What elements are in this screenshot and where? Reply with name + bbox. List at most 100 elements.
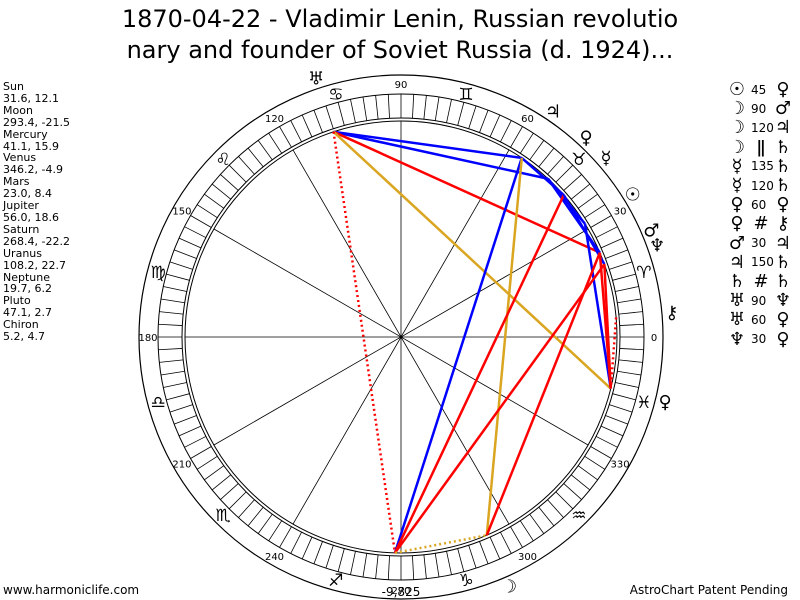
sector-spoke (213, 228, 589, 446)
degree-tick (313, 541, 323, 565)
degree-tick (584, 204, 606, 219)
planet-name: Sun (3, 80, 24, 93)
degree-tick (612, 393, 636, 401)
degree-tick (570, 474, 591, 491)
degree-tick (268, 132, 283, 154)
degree-tick (434, 553, 440, 578)
degree-tick (159, 359, 184, 363)
planet-icon: ♀ (659, 392, 672, 413)
degree-tick (159, 311, 184, 315)
zodiac-sign-icon: ♌ (216, 150, 231, 170)
aspect-planet-1-icon: ♆ (728, 328, 746, 350)
degree-tick (547, 156, 564, 175)
degree-tick (166, 273, 190, 281)
degree-tick (590, 446, 612, 459)
degree-tick (247, 506, 264, 527)
zodiac-sign-icon: ♉ (571, 150, 586, 170)
aspect-planet-1-icon: ♂ (728, 232, 746, 254)
zodiac-sign-icon: ♐ (328, 571, 343, 591)
aspect-planet-2-icon: ♄ (774, 175, 792, 197)
aspect-angle: 60 (751, 197, 767, 212)
degree-tick (563, 483, 582, 500)
aspect-planet-2-icon: ♄ (774, 155, 792, 177)
degree-tick (617, 370, 642, 376)
degree-tick (220, 174, 239, 191)
degree-tick (290, 120, 302, 143)
zodiac-sign-icon: ♈ (636, 263, 651, 283)
degree-tick (158, 323, 183, 326)
aspect-line (333, 130, 522, 160)
degree-tick (325, 105, 334, 129)
aspect-row: ♃ 150 ♄ (728, 251, 798, 273)
aspect-row: ♀ # ⚷ (728, 213, 798, 235)
degree-tick (220, 483, 239, 500)
degree-tick (457, 548, 465, 572)
chart-title-line-2: nary and founder of Soviet Russia (d. 19… (126, 36, 674, 64)
planet-icon: ♆ (649, 235, 665, 256)
aspect-planet-1-icon: ☿ (731, 155, 743, 177)
degree-tick (238, 156, 255, 175)
aspect-line (583, 223, 612, 389)
aspect-planet-1-icon: ♃ (728, 251, 746, 273)
degree-tick (555, 164, 574, 183)
aspect-row: ☿ 135 ♄ (728, 155, 798, 177)
degree-tick (555, 491, 574, 510)
degree-label: 270 (391, 586, 410, 597)
degree-tick (160, 370, 185, 376)
degree-tick (268, 520, 283, 542)
aspect-row: ☿ 120 ♄ (728, 175, 798, 197)
degree-label: 210 (172, 460, 191, 471)
aspect-line (603, 264, 613, 389)
aspect-planet-1-icon: ☽ (728, 98, 746, 120)
aspect-line (332, 130, 612, 390)
planet-name: Neptune (3, 270, 51, 284)
zodiac-sign-icon: ♑ (458, 571, 473, 591)
degree-tick (538, 147, 555, 168)
website-footer: www.harmoniclife.com (3, 583, 140, 597)
degree-tick (204, 193, 225, 209)
degree-tick (211, 183, 232, 200)
aspect-row: ♆ 30 ♀ (728, 328, 798, 350)
aspect-planet-2-icon: ♂ (774, 98, 792, 120)
degree-tick (446, 99, 452, 123)
planet-icon: ☉ (625, 184, 641, 205)
degree-tick (590, 215, 612, 228)
aspect-line (562, 194, 606, 265)
aspect-line (394, 534, 488, 555)
planet-values: 41.1, 15.9 (3, 139, 59, 153)
degree-tick (605, 249, 629, 259)
degree-tick (337, 102, 345, 126)
planet-values: 23.0, 8.4 (3, 187, 52, 201)
degree-tick (605, 415, 629, 425)
degree-tick (190, 446, 212, 459)
degree-tick (196, 455, 218, 470)
degree-tick (301, 536, 313, 560)
aspect-line (609, 317, 618, 389)
degree-tick (615, 286, 639, 292)
aspect-planet-1-icon: ♄ (728, 270, 746, 292)
aspect-line (393, 194, 565, 554)
degree-tick (412, 555, 415, 580)
aspect-row: ☉ 45 ♀ (728, 79, 798, 100)
degree-tick (500, 120, 512, 143)
degree-label: 240 (265, 552, 284, 563)
patent-footer: AstroChart Patent Pending (629, 583, 788, 597)
degree-tick (609, 404, 633, 413)
planet-icon: ♄ (385, 599, 401, 600)
degree-tick (163, 286, 187, 292)
aspect-planet-2-icon: ♄ (774, 270, 792, 292)
degree-label: 30 (614, 207, 627, 218)
degree-tick (612, 273, 636, 281)
planet-values: 108.2, 22.7 (3, 258, 66, 272)
degree-tick (519, 520, 534, 542)
planet-icon: ♅ (308, 69, 324, 90)
aspect-angle: # (753, 213, 769, 235)
degree-tick (577, 465, 598, 481)
aspect-planet-2-icon: ♀ (776, 328, 790, 350)
degree-tick (375, 95, 379, 120)
degree-tick (190, 215, 212, 228)
aspect-list: ☉ 45 ♀ ☽ 90 ♂ ☽ 120 ♃ ☽ ǁ ♄ ☿ 135 ♄ ☿ 120 ♄ ♀ 60 ♀ ♀ # ⚷ ♂ 30 ♃ ♃ 15… (728, 79, 798, 350)
degree-label: 330 (611, 460, 630, 471)
planet-icon: ☽ (501, 577, 517, 598)
aspect-row: ☽ 90 ♂ (728, 98, 798, 120)
